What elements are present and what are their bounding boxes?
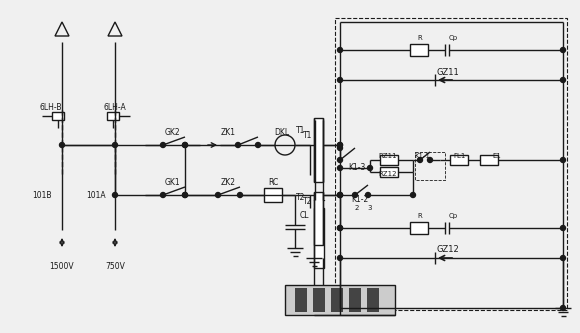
- Circle shape: [338, 146, 343, 151]
- Bar: [313, 288, 325, 312]
- Text: R: R: [418, 213, 422, 219]
- Circle shape: [338, 78, 343, 83]
- Bar: [107, 112, 119, 120]
- Circle shape: [338, 166, 343, 170]
- Text: CL: CL: [300, 211, 310, 220]
- Circle shape: [338, 143, 343, 148]
- Text: 1500V: 1500V: [50, 262, 74, 271]
- Circle shape: [183, 192, 187, 197]
- Text: Cp: Cp: [449, 35, 458, 41]
- Bar: [314, 192, 323, 245]
- Text: 101A: 101A: [86, 190, 106, 199]
- Bar: [367, 288, 379, 312]
- Text: T2: T2: [303, 197, 313, 206]
- Bar: [264, 188, 282, 202]
- Bar: [285, 285, 395, 315]
- Text: RZ11: RZ11: [379, 153, 397, 159]
- Bar: [314, 120, 324, 200]
- Text: K1-2: K1-2: [351, 195, 369, 204]
- Circle shape: [338, 225, 343, 230]
- Circle shape: [338, 305, 343, 310]
- Circle shape: [560, 48, 566, 53]
- Text: E1: E1: [492, 153, 502, 159]
- Circle shape: [560, 305, 566, 310]
- Circle shape: [338, 225, 343, 230]
- Circle shape: [560, 255, 566, 260]
- Text: K1-3: K1-3: [348, 163, 365, 172]
- Circle shape: [183, 143, 187, 148]
- Text: T1: T1: [296, 126, 305, 135]
- Circle shape: [338, 192, 343, 197]
- Text: 6LH-A: 6LH-A: [103, 103, 126, 112]
- Circle shape: [338, 192, 343, 197]
- Circle shape: [427, 158, 433, 163]
- Circle shape: [365, 192, 371, 197]
- Bar: [410, 44, 428, 56]
- Circle shape: [113, 192, 118, 197]
- Bar: [314, 208, 324, 268]
- Text: 750V: 750V: [105, 262, 125, 271]
- Circle shape: [256, 143, 260, 148]
- Circle shape: [183, 143, 187, 148]
- Text: Cp: Cp: [449, 213, 458, 219]
- Bar: [349, 288, 361, 312]
- Bar: [52, 112, 64, 120]
- Text: RZ12: RZ12: [379, 171, 397, 177]
- Text: ZK1: ZK1: [220, 128, 235, 137]
- Bar: [410, 222, 428, 234]
- Bar: [310, 110, 335, 200]
- Circle shape: [60, 143, 64, 148]
- Text: RC: RC: [268, 178, 278, 187]
- Circle shape: [113, 143, 118, 148]
- Circle shape: [418, 158, 422, 163]
- Text: GZ11: GZ11: [437, 68, 459, 77]
- Circle shape: [237, 192, 242, 197]
- Circle shape: [161, 192, 165, 197]
- Circle shape: [338, 143, 343, 148]
- Circle shape: [216, 192, 220, 197]
- Text: 2: 2: [355, 205, 359, 211]
- Text: R: R: [418, 35, 422, 41]
- Bar: [450, 155, 468, 165]
- Circle shape: [560, 78, 566, 83]
- Text: GZ12: GZ12: [437, 245, 459, 254]
- Circle shape: [161, 143, 165, 148]
- Text: T1: T1: [303, 131, 313, 140]
- Circle shape: [560, 225, 566, 230]
- Text: T2: T2: [296, 193, 305, 202]
- Bar: [335, 18, 567, 310]
- Circle shape: [183, 192, 187, 197]
- Bar: [295, 288, 307, 312]
- Bar: [380, 155, 398, 165]
- Bar: [314, 118, 323, 182]
- Text: K1-1: K1-1: [414, 153, 430, 159]
- Circle shape: [338, 255, 343, 260]
- Circle shape: [353, 192, 357, 197]
- Text: DKL: DKL: [274, 128, 289, 137]
- Circle shape: [235, 143, 241, 148]
- Bar: [331, 288, 343, 312]
- Text: 6LH-B: 6LH-B: [40, 103, 63, 112]
- Bar: [415, 152, 445, 180]
- Text: ZK2: ZK2: [220, 178, 235, 187]
- Text: 101B: 101B: [32, 190, 52, 199]
- Bar: [480, 155, 498, 165]
- Circle shape: [368, 166, 372, 170]
- Circle shape: [560, 158, 566, 163]
- Circle shape: [411, 192, 415, 197]
- Text: 3: 3: [368, 205, 372, 211]
- Text: FL1: FL1: [454, 153, 466, 159]
- Text: GK1: GK1: [164, 178, 180, 187]
- Circle shape: [338, 192, 343, 197]
- Bar: [380, 167, 398, 177]
- Text: GK2: GK2: [164, 128, 180, 137]
- Circle shape: [338, 48, 343, 53]
- Circle shape: [338, 158, 343, 163]
